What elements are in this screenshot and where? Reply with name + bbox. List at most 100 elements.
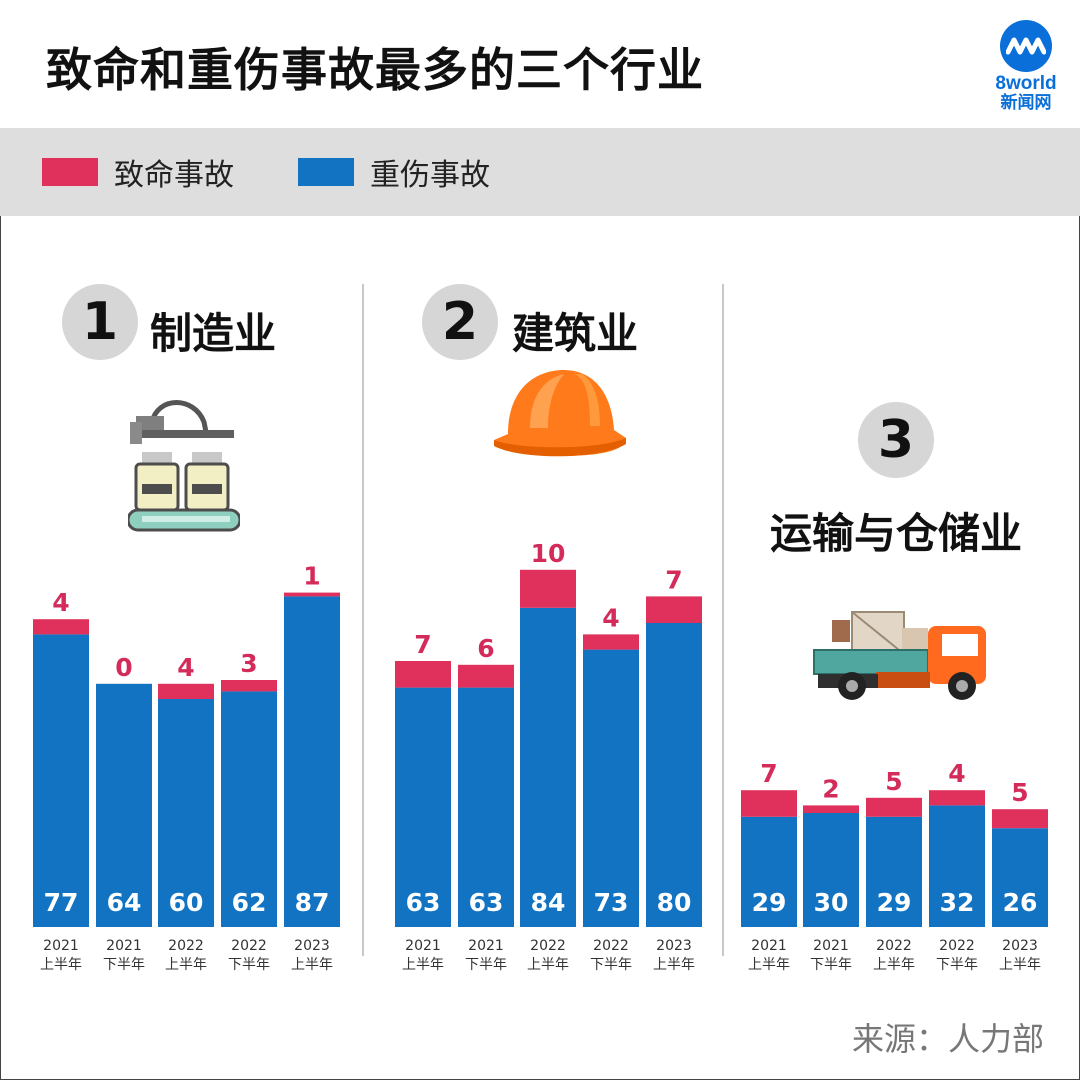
bar-fatal [583, 634, 639, 650]
bar-serious [284, 596, 340, 927]
bar-serious [741, 816, 797, 927]
data-label-fatal: 4 [177, 653, 194, 682]
tick-label-half: 下半年 [103, 957, 145, 973]
tick-label-year: 2022 [939, 938, 975, 954]
bar-serious [395, 687, 451, 927]
tick-label-year: 2021 [468, 938, 504, 954]
data-label-fatal: 10 [531, 539, 566, 568]
bar-fatal [284, 592, 340, 597]
brand-logo: 8world 新闻网 [986, 20, 1066, 112]
bar-serious [803, 813, 859, 927]
data-label-serious: 64 [107, 888, 142, 917]
bar-fatal [520, 569, 576, 608]
bar-serious [520, 607, 576, 927]
bar-serious [646, 623, 702, 927]
data-label-fatal: 7 [760, 759, 777, 788]
bar-serious [866, 816, 922, 927]
factory-machine-icon [128, 400, 240, 532]
bar-serious [221, 691, 277, 927]
bar-serious [33, 634, 89, 927]
data-label-serious: 63 [469, 888, 504, 917]
brand-wave-icon [1000, 20, 1052, 72]
tick-label-year: 2021 [405, 938, 441, 954]
tick-label-year: 2021 [106, 938, 142, 954]
bar-fatal [646, 596, 702, 623]
data-label-fatal: 4 [52, 588, 69, 617]
bar-serious [458, 687, 514, 927]
data-label-serious: 26 [1003, 888, 1038, 917]
tick-label-year: 2023 [656, 938, 692, 954]
delivery-truck-icon [813, 611, 986, 700]
bar-fatal [33, 619, 89, 635]
brand-sub: 新闻网 [1000, 93, 1052, 113]
tick-label-half: 上半年 [873, 957, 915, 973]
tick-label-half: 上半年 [527, 957, 569, 973]
tick-label-half: 上半年 [40, 957, 82, 973]
data-label-serious: 73 [594, 888, 629, 917]
tick-label-year: 2022 [530, 938, 566, 954]
data-label-serious: 32 [940, 888, 975, 917]
data-label-fatal: 4 [602, 603, 619, 632]
rank-badge: 1 [62, 284, 138, 360]
bar-fatal [741, 790, 797, 817]
data-label-fatal: 4 [948, 759, 965, 788]
bar-fatal [395, 661, 451, 688]
data-label-serious: 84 [531, 888, 566, 917]
bar-serious [929, 805, 985, 927]
bar-fatal [158, 683, 214, 699]
bar-fatal [458, 664, 514, 688]
legend-label-serious: 重伤事故 [370, 158, 490, 193]
bar-fatal [221, 680, 277, 692]
data-label-fatal: 0 [115, 653, 132, 682]
data-label-fatal: 1 [303, 562, 320, 591]
data-label-serious: 29 [752, 888, 787, 917]
rank-badge: 2 [422, 284, 498, 360]
panel-divider [722, 284, 724, 956]
panel-divider [362, 284, 364, 956]
tick-label-half: 下半年 [936, 957, 978, 973]
data-label-serious: 60 [169, 888, 204, 917]
tick-label-year: 2022 [876, 938, 912, 954]
data-label-serious: 80 [657, 888, 692, 917]
legend-swatch-fatal [42, 158, 98, 186]
tick-label-half: 上半年 [748, 957, 790, 973]
source-note: 来源：人力部 [851, 1020, 1044, 1058]
tick-label-half: 上半年 [165, 957, 207, 973]
data-label-fatal: 5 [1011, 778, 1028, 807]
data-label-serious: 30 [814, 888, 849, 917]
bar-serious [96, 683, 152, 927]
tick-label-half: 上半年 [402, 957, 444, 973]
tick-label-year: 2021 [751, 938, 787, 954]
data-label-fatal: 7 [665, 565, 682, 594]
legend: 致命事故 重伤事故 [0, 128, 1080, 216]
data-label-fatal: 5 [885, 767, 902, 796]
bar-serious [158, 699, 214, 927]
tick-label-year: 2022 [231, 938, 267, 954]
bar-fatal [803, 805, 859, 813]
tick-label-half: 下半年 [465, 957, 507, 973]
tick-label-year: 2022 [168, 938, 204, 954]
bar-fatal [866, 797, 922, 817]
tick-label-half: 下半年 [590, 957, 632, 973]
data-label-fatal: 2 [822, 774, 839, 803]
header: 致命和重伤事故最多的三个行业 8world 新闻网 [0, 0, 1080, 128]
bar-fatal [929, 790, 985, 806]
data-label-serious: 63 [406, 888, 441, 917]
data-label-serious: 77 [44, 888, 79, 917]
data-label-fatal: 7 [414, 630, 431, 659]
brand-name: 8world [995, 73, 1057, 94]
industry-title: 建筑业 [512, 309, 639, 358]
legend-item-fatal: 致命事故 [42, 128, 234, 216]
data-label-serious: 87 [295, 888, 330, 917]
rank-badge: 3 [858, 402, 934, 478]
tick-label-half: 上半年 [999, 957, 1041, 973]
legend-label-fatal: 致命事故 [114, 158, 234, 193]
tick-label-year: 2022 [593, 938, 629, 954]
data-label-serious: 62 [232, 888, 267, 917]
tick-label-half: 上半年 [653, 957, 695, 973]
bar-serious [583, 649, 639, 927]
tick-label-year: 2021 [43, 938, 79, 954]
